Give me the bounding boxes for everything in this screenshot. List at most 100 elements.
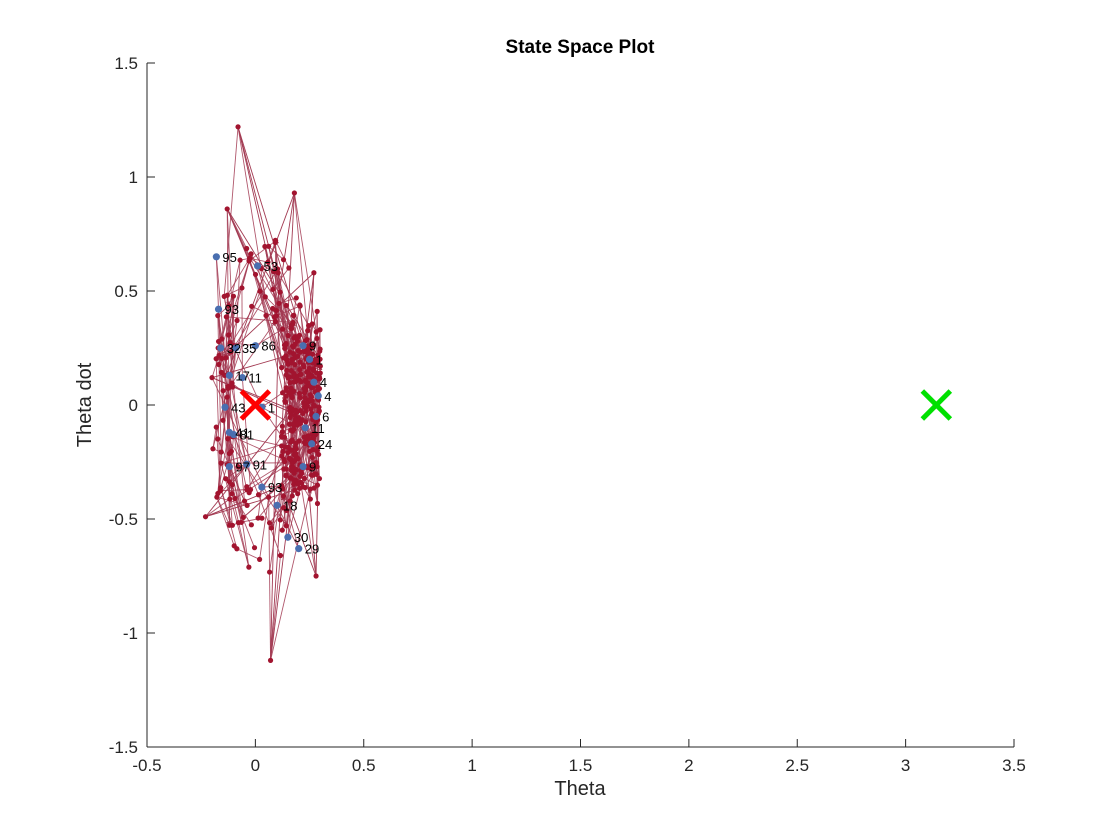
graph-edge [226,208,235,346]
roadmap-node [307,383,313,389]
roadmap-node [240,514,246,521]
roadmap-node [304,336,310,343]
roadmap-node [268,525,274,531]
graph-edge [236,260,241,321]
node-label: 9 [309,339,316,354]
roadmap-node [313,420,319,426]
roadmap-node [231,543,237,549]
roadmap-node [234,317,240,324]
roadmap-node [255,515,261,521]
graph-edge [234,458,297,499]
graph-edge [218,309,234,452]
roadmap-node [295,481,301,487]
labeled-node [225,371,233,379]
roadmap-node [283,523,289,529]
roadmap-node [219,336,225,342]
roadmap-node [272,318,279,325]
roadmap-node [229,491,235,497]
roadmap-node [277,552,284,559]
node-label: 17 [235,368,249,383]
roadmap-node [291,190,297,196]
roadmap-node [291,481,297,487]
x-tick-label: 2 [684,756,693,775]
roadmap-node [209,375,215,381]
roadmap-node [218,369,225,375]
roadmap-node [292,355,298,361]
roadmap-node [279,527,285,533]
roadmap-node [287,456,294,462]
node-label: 32 [227,341,241,356]
roadmap-node [226,303,232,309]
roadmap-node [288,325,294,332]
roadmap-node [259,515,265,521]
roadmap-node [275,266,281,272]
roadmap-node [305,350,311,356]
roadmap-node [277,517,283,523]
x-tick-label: 3.5 [1002,756,1026,775]
roadmap-node [301,348,307,354]
roadmap-node [291,477,297,483]
labeled-node [212,253,220,261]
roadmap-node [237,257,243,263]
roadmap-node [220,388,226,394]
node-label: 1 [316,352,323,367]
roadmap-node [281,493,287,499]
labeled-node [284,533,292,541]
roadmap-node [314,308,320,314]
roadmap-node [280,257,287,263]
roadmap-node [288,360,294,366]
roadmap-node [301,475,307,481]
graph-edge [236,548,260,560]
roadmap-node [295,348,301,354]
roadmap-node [246,564,252,570]
graph-edge [211,377,270,498]
roadmap-node [227,339,233,346]
roadmap-node [257,288,263,294]
graph-edge [230,296,266,353]
roadmap-node [302,484,308,491]
x-tick-label: -0.5 [132,756,161,775]
graph-edge [228,466,244,518]
roadmap-node [290,320,296,327]
roadmap-node [262,243,268,250]
graph-edge [257,488,284,519]
roadmap-node [239,285,245,291]
graph-edge [228,434,235,482]
roadmap-node [317,376,323,382]
roadmap-node [315,352,321,358]
roadmap-node [229,380,235,386]
roadmap-node [283,393,289,399]
roadmap-node [317,348,323,354]
roadmap-node [297,302,303,308]
x-tick-label: 1.5 [569,756,593,775]
node-label: 95 [222,250,236,265]
roadmap-node [279,365,285,371]
labeled-node [299,342,307,350]
roadmap-node [275,270,281,276]
roadmap-node [283,385,289,391]
roadmap-node [216,352,222,359]
graph-edge [257,487,263,519]
roadmap-node [273,307,279,314]
roadmap-node [220,417,226,423]
labeled-node [258,483,266,491]
roadmap-node [289,493,295,499]
roadmap-node [313,329,319,335]
roadmap-node [279,423,285,429]
roadmap-node [303,419,309,425]
roadmap-node [303,408,309,414]
roadmap-node [307,396,313,403]
roadmap-node [283,473,289,479]
roadmap-node [314,500,321,507]
roadmap-node [246,258,252,264]
node-label: 29 [305,542,319,557]
node-label: 18 [283,498,297,513]
roadmap-node [276,300,282,307]
roadmap-node [266,520,273,526]
labeled-node [308,440,316,448]
node-label: 11 [248,371,262,386]
graph-edge [223,126,239,297]
roadmap-node [316,475,323,482]
node-label: 41 [235,425,249,440]
